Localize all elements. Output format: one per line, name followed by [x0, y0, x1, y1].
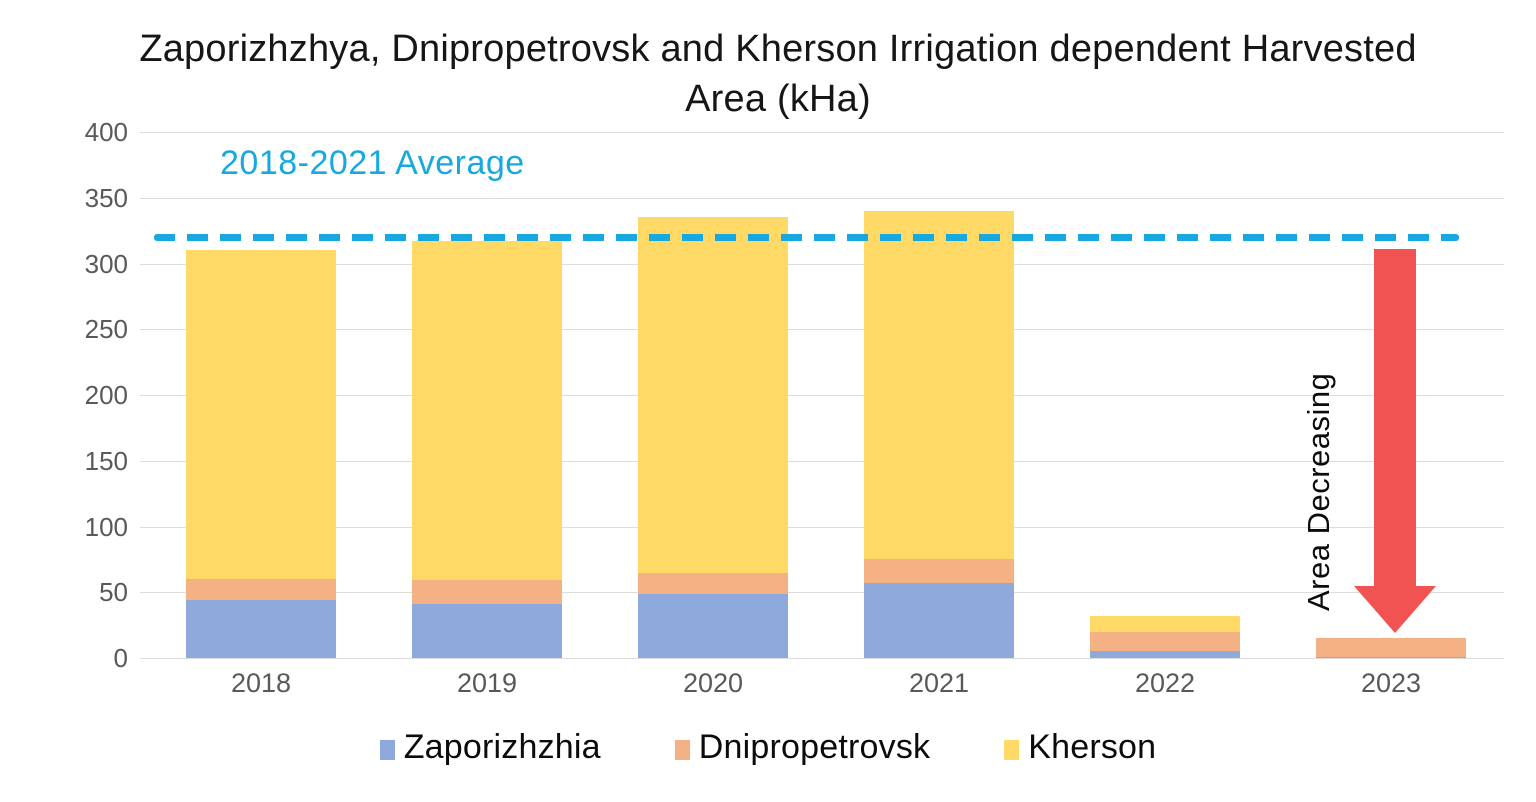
x-axis: 2018 2019 2020 2021 2022 2023 — [148, 668, 1504, 702]
bar-2021-zaporizhzhia — [864, 583, 1014, 658]
bar-2021-kherson — [864, 210, 1014, 560]
gridline-250 — [140, 329, 1504, 331]
chart-title: Zaporizhzhya, Dnipropetrovsk and Kherson… — [139, 28, 1417, 121]
legend-swatch-icon — [379, 739, 395, 760]
bar-2021-dnipropetrovsk — [864, 559, 1014, 584]
y-axis: 0 50 100 150 200 250 300 350 400 — [0, 119, 128, 671]
legend-label: Zaporizhzhia — [403, 728, 601, 766]
y-tick-label-100: 100 — [84, 511, 128, 542]
gridline-100 — [140, 526, 1504, 528]
bar-2022-zaporizhzhia — [1090, 651, 1240, 658]
gridline-350 — [140, 197, 1504, 199]
bar-2018-zaporizhzhia — [186, 600, 336, 658]
y-tick-label-250: 250 — [84, 314, 128, 345]
bar-2019-zaporizhzhia — [412, 604, 562, 658]
x-tick-label-2020: 2020 — [682, 668, 744, 698]
x-tick-label-2022: 2022 — [1134, 668, 1196, 698]
area-decreasing-arrow-shaft — [1374, 249, 1416, 586]
x-tick-label-2023: 2023 — [1360, 668, 1422, 698]
gridline-200 — [140, 395, 1504, 396]
plot-area: 2018-2021 Average Area Decreasing — [140, 132, 1504, 659]
legend-item-zaporizhzhia: Zaporizhzhia — [379, 728, 601, 767]
legend-swatch-icon — [1004, 739, 1020, 760]
gridline-400 — [140, 132, 1504, 133]
y-tick-label-300: 300 — [84, 248, 128, 279]
legend-item-kherson: Kherson — [1004, 728, 1156, 767]
x-tick-label-2018: 2018 — [230, 668, 292, 698]
bar-2019-dnipropetrovsk — [412, 580, 562, 605]
legend-item-dnipropetrovsk: Dnipropetrovsk — [674, 728, 931, 767]
legend-swatch-icon — [674, 739, 690, 760]
gridline-300 — [140, 263, 1504, 265]
gridline-50 — [140, 592, 1504, 594]
bar-2018-kherson — [186, 250, 336, 580]
bar-2020-dnipropetrovsk — [638, 572, 788, 594]
area-decreasing-arrow-head-icon — [1354, 586, 1436, 633]
y-tick-label-50: 50 — [99, 577, 128, 608]
bar-2022-kherson — [1090, 615, 1240, 632]
y-tick-label-0: 0 — [113, 643, 128, 673]
x-tick-label-2019: 2019 — [456, 668, 518, 698]
legend-label: Dnipropetrovsk — [698, 728, 931, 766]
y-tick-label-400: 400 — [84, 117, 128, 147]
x-tick-label-2021: 2021 — [908, 668, 970, 698]
legend: Zaporizhzhia Dnipropetrovsk Kherson — [0, 728, 1536, 767]
y-tick-label-350: 350 — [84, 182, 128, 213]
average-dashed-line — [154, 234, 1459, 242]
bar-2020-zaporizhzhia — [638, 593, 788, 658]
legend-label: Kherson — [1028, 728, 1157, 766]
average-line-label: 2018-2021 Average — [220, 144, 525, 182]
bar-2023-dnipropetrovsk — [1316, 638, 1466, 657]
gridline-150 — [140, 460, 1504, 462]
gridline-0 — [140, 658, 1504, 659]
bar-2020-kherson — [638, 217, 788, 573]
y-tick-label-200: 200 — [84, 380, 128, 410]
bar-2018-dnipropetrovsk — [186, 579, 336, 601]
bar-2022-dnipropetrovsk — [1090, 631, 1240, 652]
area-decreasing-label: Area Decreasing — [1301, 372, 1336, 612]
y-tick-label-150: 150 — [84, 445, 128, 476]
bar-2023-zaporizhzhia — [1316, 656, 1466, 658]
bar-2019-kherson — [412, 241, 562, 581]
